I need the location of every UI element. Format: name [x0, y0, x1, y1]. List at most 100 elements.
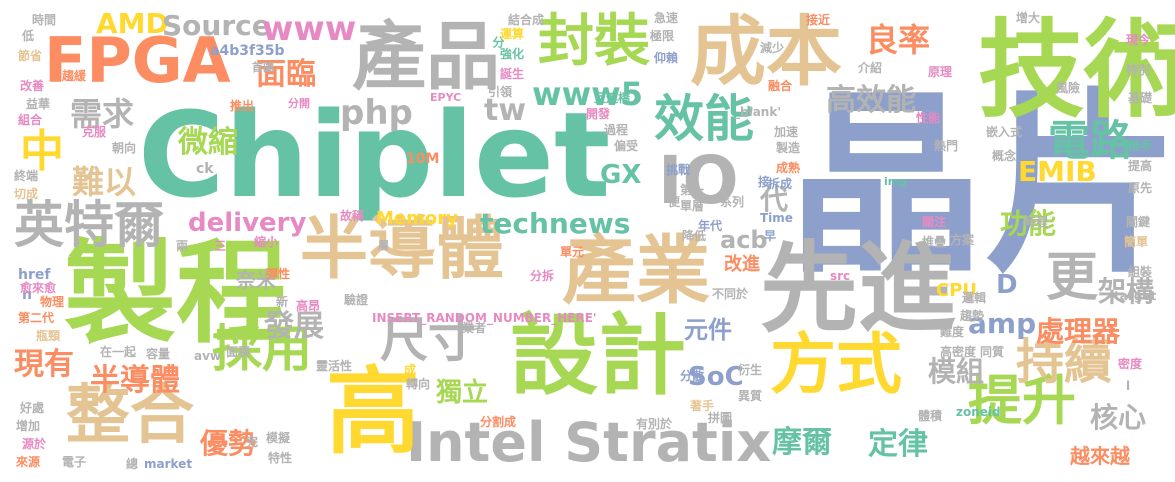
cloud-word: 互連橋: [594, 91, 631, 105]
cloud-word: 便: [668, 195, 681, 209]
cloud-word: 著手: [690, 399, 715, 413]
cloud-word: zoneid: [956, 405, 1001, 419]
cloud-word: a4b3f35b: [210, 43, 285, 59]
cloud-word: 邏輯: [962, 291, 987, 305]
cloud-word: 體積: [918, 409, 943, 423]
cloud-word: Source: [162, 9, 271, 42]
cloud-word: 概念: [992, 149, 1017, 163]
cloud-word: 方案: [950, 233, 975, 247]
cloud-word: 先進: [760, 232, 957, 346]
cloud-word: 有別於: [636, 417, 673, 431]
cloud-word: 轉向: [406, 377, 431, 391]
cloud-word: 首圖: [252, 61, 274, 74]
cloud-word: 接: [758, 175, 771, 189]
cloud-word: 物理: [40, 295, 65, 309]
cloud-word: 方式: [770, 326, 902, 403]
cloud-word: 低: [22, 29, 35, 43]
cloud-word: 更: [1046, 248, 1099, 308]
cloud-word: 簡單: [1124, 235, 1149, 249]
cloud-word: 系列: [720, 195, 745, 209]
cloud-word: 接近: [806, 13, 831, 27]
cloud-word: 晶片: [788, 72, 1175, 300]
cloud-word: 降低: [682, 229, 707, 243]
cloud-word: 分割成: [480, 415, 517, 429]
cloud-word: Chiplet: [138, 86, 611, 224]
cloud-word: 同質: [980, 345, 1005, 359]
cloud-word: tw: [484, 93, 527, 128]
cloud-word: 引領: [488, 85, 513, 99]
cloud-word: ck: [196, 161, 214, 177]
cloud-word: 需求: [70, 95, 135, 133]
cloud-word: 兩: [176, 239, 189, 253]
cloud-word: target: [1114, 289, 1157, 303]
cloud-word: 核心: [1090, 401, 1147, 434]
cloud-word: 趨緩: [62, 69, 87, 83]
cloud-word: 克服: [82, 125, 107, 139]
cloud-word: 面臨: [256, 57, 316, 92]
cloud-word: 過程: [604, 123, 629, 137]
cloud-word: 分拆: [530, 269, 555, 283]
cloud-word: 現有: [14, 347, 74, 382]
cloud-word: 成本: [690, 7, 842, 96]
cloud-word: 嵌入式: [986, 125, 1023, 139]
cloud-word: 誕生: [500, 67, 525, 81]
cloud-word: 組合: [18, 113, 43, 127]
cloud-word: 現今: [1126, 33, 1151, 47]
cloud-word: FPGA: [44, 24, 231, 97]
cloud-word: img: [884, 175, 908, 188]
cloud-word: 減少: [760, 41, 785, 55]
cloud-word: 第二代: [18, 311, 55, 325]
cloud-word: acb: [720, 226, 768, 254]
cloud-word: 加速: [774, 125, 799, 139]
cloud-word: 完: [246, 435, 259, 449]
cloud-word: INSERT_RANDOM_NUMBER_HERE': [372, 311, 597, 325]
cloud-word: EPYC: [430, 91, 462, 104]
cloud-word: 瓶頸: [36, 329, 61, 343]
cloud-word: 摩爾: [772, 425, 832, 460]
cloud-word: 縮小: [254, 235, 279, 249]
cloud-word: 源於: [22, 437, 47, 451]
cloud-word: 功能: [1000, 207, 1057, 240]
cloud-word: 改善: [20, 79, 45, 93]
cloud-word: 獨立: [436, 378, 489, 408]
cloud-word: D: [996, 270, 1018, 300]
cloud-word: 仰賴: [654, 51, 679, 65]
cloud-word: EMIB: [1018, 155, 1097, 188]
cloud-word: 總: [126, 457, 139, 471]
cloud-word: technews: [480, 207, 631, 240]
cloud-word: 終端: [14, 169, 39, 183]
cloud-word: 組裝: [1128, 265, 1153, 279]
cloud-word: 益華: [26, 97, 51, 111]
cloud-word: 急速: [654, 11, 679, 25]
cloud-word: 拼圖: [708, 411, 733, 425]
cloud-word: 英特爾: [14, 196, 164, 254]
cloud-word: market: [144, 457, 193, 471]
cloud-word: 定律: [868, 427, 928, 462]
cloud-word: 效能: [654, 90, 754, 148]
cloud-word: 中: [20, 126, 64, 177]
cloud-word: 第一: [680, 183, 705, 197]
cloud-word: 介紹: [858, 61, 883, 75]
cloud-word: 來源: [16, 455, 41, 469]
cloud-word: Memory: [376, 208, 458, 229]
cloud-word: 微縮: [178, 125, 238, 160]
cloud-word: 極限: [650, 29, 675, 43]
cloud-word: l: [1126, 379, 1131, 393]
cloud-word: SoC: [688, 362, 744, 392]
cloud-word: Intel Stratix: [406, 411, 772, 474]
cloud-word: 高昂: [296, 299, 321, 313]
cloud-word: 增加: [16, 419, 41, 433]
cloud-word: 面積: [226, 345, 251, 359]
cloud-word: 三: [214, 239, 227, 253]
cloud-word: 早: [764, 229, 777, 243]
cloud-word: 切成: [14, 187, 39, 201]
cloud-word: CPU: [936, 280, 978, 301]
cloud-word: 層: [378, 239, 389, 252]
cloud-word: 堆疊: [922, 235, 947, 249]
cloud-word: 元件: [684, 316, 732, 344]
cloud-word: 故稱: [340, 209, 365, 223]
cloud-word: AMD: [96, 7, 169, 40]
cloud-word: 處理器: [1036, 315, 1121, 348]
cloud-word: 代: [760, 183, 789, 216]
cloud-word: 發展: [264, 309, 324, 344]
